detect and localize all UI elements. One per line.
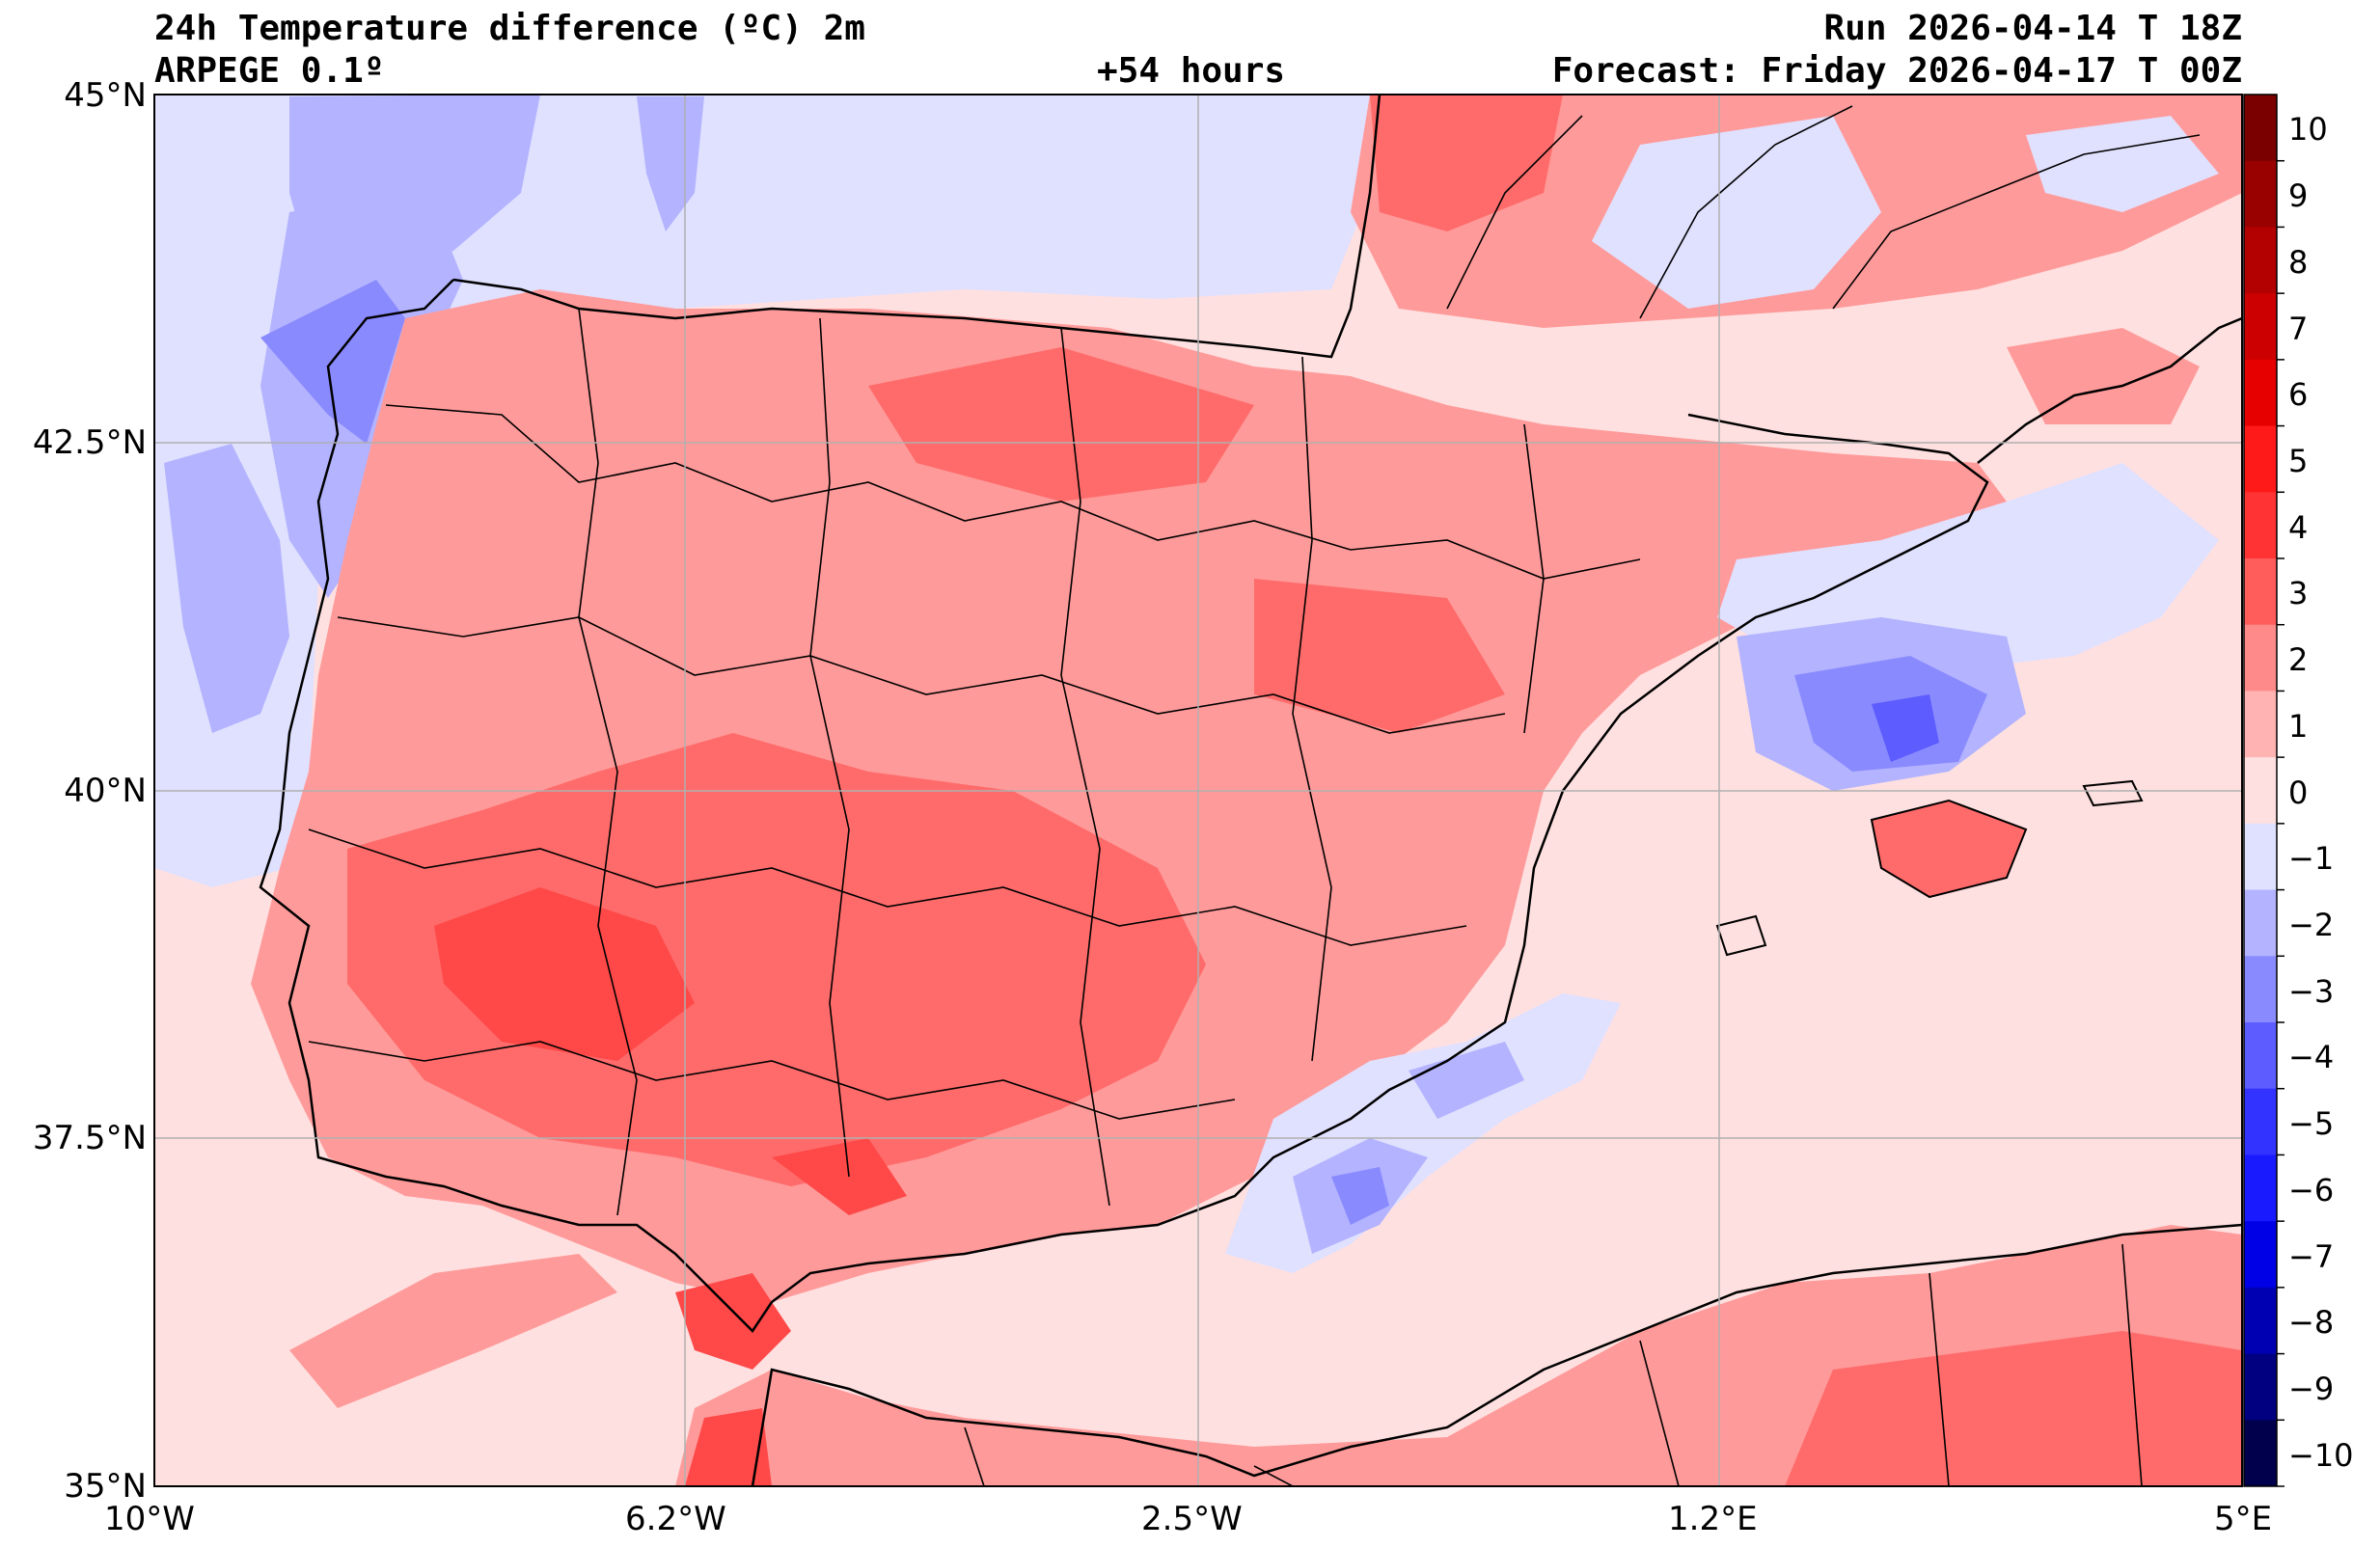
mallorca-warm: [1872, 801, 2026, 897]
colorbar: [2243, 94, 2284, 1487]
colorbar-band: [2244, 889, 2277, 957]
lon-label: 2.5°W: [1141, 1500, 1243, 1538]
north-africa-hot: [1785, 1331, 2242, 1486]
colorbar-label: 6: [2288, 376, 2309, 414]
colorbar-label: 3: [2288, 575, 2309, 612]
morocco-very-hot: [685, 1408, 772, 1486]
iberia-coastline: [259, 279, 1989, 1333]
valencia-cold: [1409, 1042, 1524, 1119]
menorca-coastline: [2082, 779, 2144, 807]
colorbar-band: [2244, 558, 2277, 626]
colorbar-band: [2244, 624, 2277, 692]
atlantic-south-warm: [289, 1254, 617, 1408]
region-borders: [308, 105, 2201, 1486]
run-time: Run 2026-04-14 T 18Z: [1823, 9, 2242, 48]
colorbar-band: [2244, 425, 2277, 493]
lat-label: 35°N: [64, 1467, 147, 1506]
africa-coastline: [751, 1223, 2242, 1486]
colorbar-band: [2244, 1420, 2277, 1487]
colorbar-band: [2244, 956, 2277, 1023]
lon-label: 1.2°E: [1668, 1500, 1758, 1538]
colorbar-label: −9: [2288, 1370, 2335, 1407]
colorbar-band: [2244, 1353, 2277, 1421]
extremadura-very-hot: [434, 887, 695, 1061]
lon-label: 6.2°W: [625, 1500, 726, 1538]
colorbar-label: 5: [2288, 442, 2309, 479]
colorbar-label: 10: [2288, 111, 2328, 149]
colorbar-label: 9: [2288, 177, 2309, 215]
colorbar-label: 7: [2288, 310, 2309, 347]
ibiza-coastline: [1715, 914, 1767, 957]
colorbar-label: −6: [2288, 1171, 2335, 1209]
colorbar-label: 0: [2288, 774, 2309, 811]
lat-label: 37.5°N: [32, 1119, 147, 1157]
model-name: ARPEGE 0.1º: [154, 51, 385, 91]
central-hot: [347, 733, 1206, 1186]
colorbar-band: [2244, 359, 2277, 427]
biscay-cold-patch-2: [637, 96, 704, 231]
colorbar-band: [2244, 95, 2277, 162]
colorbar-band: [2244, 293, 2277, 361]
lat-label: 40°N: [64, 772, 147, 810]
colorbar-band: [2244, 1022, 2277, 1090]
mallorca-coastline: [1870, 799, 2028, 899]
colorbar-label: −1: [2288, 840, 2335, 878]
forecast-time: Forecast: Friday 2026-04-17 T 00Z: [1551, 51, 2242, 91]
gridlines: [154, 95, 2242, 1486]
colorbar-label: −10: [2288, 1436, 2354, 1474]
colorbar-label: −8: [2288, 1304, 2335, 1342]
alboran-colder: [1331, 1167, 1389, 1225]
colorbar-label: 4: [2288, 508, 2309, 546]
north-hot: [868, 347, 1254, 502]
colorbar-band: [2244, 757, 2277, 825]
colorbar-band: [2244, 1287, 2277, 1355]
colorbar-band: [2244, 691, 2277, 758]
colorbar-frame: [2243, 94, 2278, 1487]
aragon-hot: [1254, 579, 1505, 733]
colorbar-band: [2244, 160, 2277, 228]
colorbar-label: 8: [2288, 243, 2309, 281]
map-title: 24h Temperature difference (ºC) 2m: [154, 9, 865, 48]
colorbar-label: −5: [2288, 1105, 2335, 1143]
balearic-sea-coldest: [1872, 694, 1939, 762]
colorbar-band: [2244, 823, 2277, 891]
france-hot: [1370, 95, 1563, 231]
lon-label: 5°E: [2214, 1500, 2273, 1538]
colorbar-label: −4: [2288, 1039, 2335, 1076]
lat-label: 45°N: [64, 76, 147, 115]
alps-cool: [1592, 116, 1881, 309]
east-hot: [2007, 328, 2200, 424]
cadiz-very-hot: [675, 1273, 791, 1370]
colorbar-label: −2: [2288, 906, 2335, 943]
colorbar-band: [2244, 1221, 2277, 1289]
balearic-sea-cool: [1717, 463, 2219, 675]
colorbar-label: 2: [2288, 641, 2309, 679]
colorbar-label: −3: [2288, 972, 2335, 1010]
atlantic-cold: [164, 444, 289, 733]
gulf-of-lion-coastline: [1977, 316, 2242, 464]
colorbar-band: [2244, 227, 2277, 294]
colorbar-label: −7: [2288, 1237, 2335, 1275]
lon-label: 10°W: [104, 1500, 195, 1538]
lat-label: 42.5°N: [32, 423, 147, 462]
lead-time: +54 hours: [1097, 51, 1286, 91]
colorbar-band: [2244, 1154, 2277, 1222]
colorbar-band: [2244, 492, 2277, 559]
sevilla-very-hot: [772, 1138, 907, 1215]
colorbar-band: [2244, 1088, 2277, 1155]
map-frame: [153, 94, 2243, 1487]
colorbar-label: 1: [2288, 707, 2309, 745]
north-coastline: [452, 95, 1381, 359]
